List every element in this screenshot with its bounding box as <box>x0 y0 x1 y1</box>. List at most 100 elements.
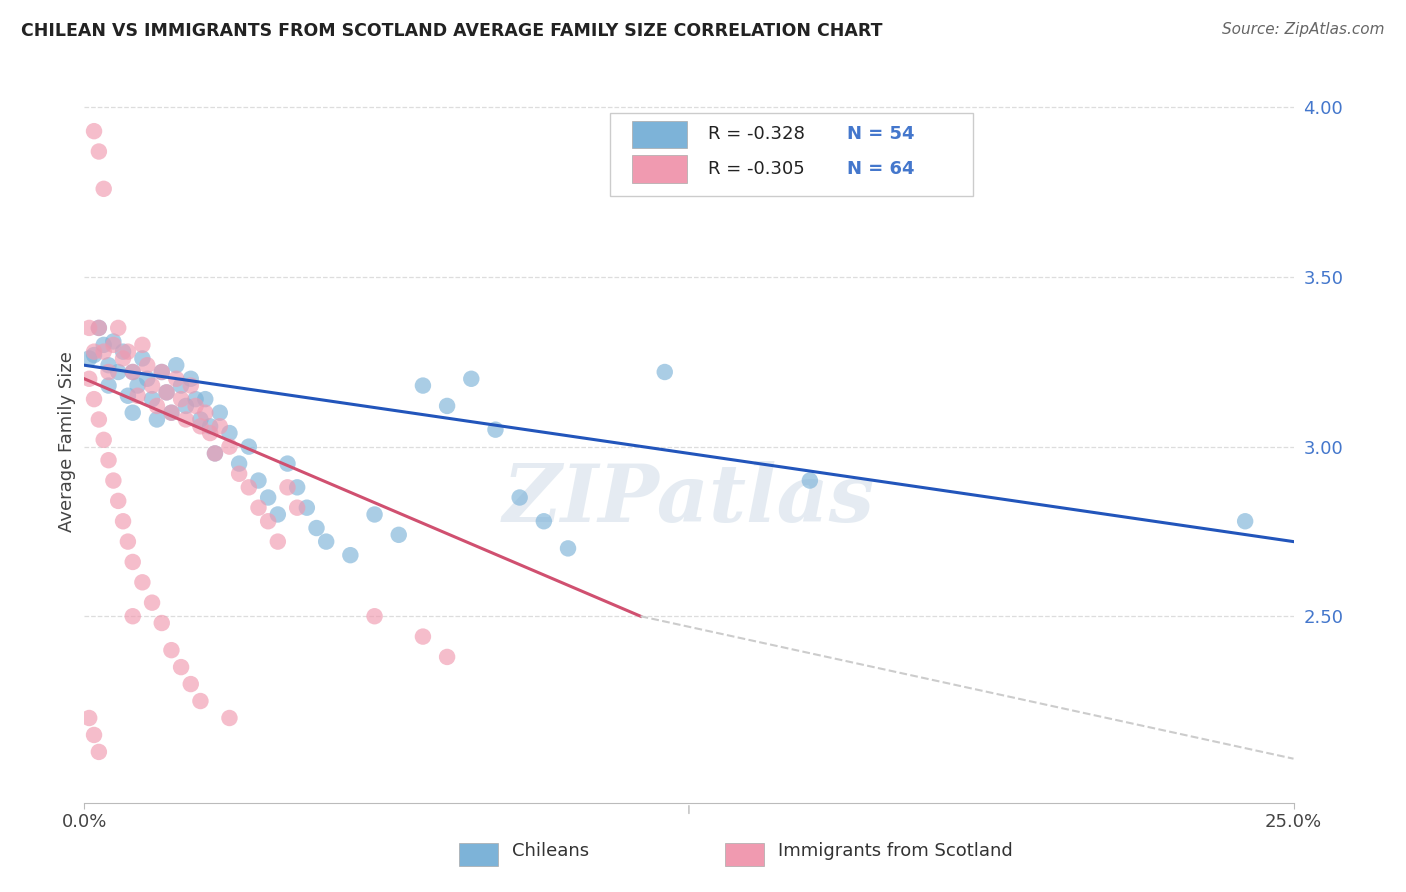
Point <box>180 372 202 386</box>
Point <box>131 575 153 590</box>
Point <box>87 321 110 335</box>
Point <box>184 392 207 406</box>
Point <box>141 596 163 610</box>
Point <box>136 358 159 372</box>
Point <box>93 433 115 447</box>
Point <box>131 338 153 352</box>
Point <box>484 423 506 437</box>
Point <box>146 412 169 426</box>
Point <box>363 508 385 522</box>
Point <box>170 378 193 392</box>
Point <box>194 392 217 406</box>
Point <box>77 321 100 335</box>
Point <box>93 338 115 352</box>
Point <box>436 649 458 664</box>
Text: Immigrants from Scotland: Immigrants from Scotland <box>779 842 1014 860</box>
Point <box>165 372 187 386</box>
Point <box>103 474 125 488</box>
FancyBboxPatch shape <box>460 843 498 866</box>
Point <box>87 745 110 759</box>
Point <box>180 378 202 392</box>
Point <box>218 440 240 454</box>
Point <box>141 378 163 392</box>
Point <box>198 425 221 440</box>
Point <box>127 378 149 392</box>
Point <box>160 406 183 420</box>
Point <box>107 365 129 379</box>
Point <box>112 351 135 366</box>
Point <box>204 446 226 460</box>
Point <box>436 399 458 413</box>
Point <box>174 412 197 426</box>
Point <box>208 419 231 434</box>
Point <box>112 514 135 528</box>
Point <box>247 500 270 515</box>
Y-axis label: Average Family Size: Average Family Size <box>58 351 76 532</box>
Point <box>276 457 298 471</box>
Point <box>121 365 143 379</box>
Point <box>198 419 221 434</box>
Point <box>276 480 298 494</box>
Text: Chileans: Chileans <box>512 842 589 860</box>
Point <box>557 541 579 556</box>
FancyBboxPatch shape <box>725 843 763 866</box>
Point <box>267 534 290 549</box>
Point <box>107 321 129 335</box>
Point <box>190 412 212 426</box>
Point <box>131 351 153 366</box>
Point <box>654 365 676 379</box>
Point <box>170 392 193 406</box>
Point <box>165 358 187 372</box>
Point <box>180 677 202 691</box>
Point <box>285 500 308 515</box>
Point <box>247 474 270 488</box>
Point <box>127 389 149 403</box>
Point <box>136 372 159 386</box>
Point <box>87 321 110 335</box>
Point <box>155 385 177 400</box>
Point <box>170 660 193 674</box>
Point <box>305 521 328 535</box>
Point <box>238 440 260 454</box>
Point <box>121 406 143 420</box>
Point <box>267 508 290 522</box>
Point <box>117 389 139 403</box>
Point <box>155 385 177 400</box>
Point <box>97 365 120 379</box>
Text: R = -0.305: R = -0.305 <box>709 161 806 178</box>
Point <box>97 453 120 467</box>
Point <box>93 182 115 196</box>
Point <box>315 534 337 549</box>
Point <box>190 694 212 708</box>
Text: N = 54: N = 54 <box>848 126 915 144</box>
Point <box>103 338 125 352</box>
Point <box>190 419 212 434</box>
Point <box>799 474 821 488</box>
Text: R = -0.328: R = -0.328 <box>709 126 806 144</box>
Point <box>83 728 105 742</box>
Point <box>146 399 169 413</box>
Point <box>228 457 250 471</box>
Point <box>228 467 250 481</box>
Point <box>83 344 105 359</box>
Point <box>388 528 411 542</box>
Point <box>83 348 105 362</box>
FancyBboxPatch shape <box>610 112 973 196</box>
Point <box>208 406 231 420</box>
Point <box>150 365 173 379</box>
Point <box>141 392 163 406</box>
Point <box>150 615 173 630</box>
Point <box>160 643 183 657</box>
Point <box>93 344 115 359</box>
Point <box>150 365 173 379</box>
Point <box>83 124 105 138</box>
Point <box>257 491 280 505</box>
Point <box>238 480 260 494</box>
Point <box>194 406 217 420</box>
Point <box>509 491 531 505</box>
Point <box>87 412 110 426</box>
Point <box>339 548 361 562</box>
Point <box>121 609 143 624</box>
Point <box>295 500 318 515</box>
Text: CHILEAN VS IMMIGRANTS FROM SCOTLAND AVERAGE FAMILY SIZE CORRELATION CHART: CHILEAN VS IMMIGRANTS FROM SCOTLAND AVER… <box>21 22 883 40</box>
